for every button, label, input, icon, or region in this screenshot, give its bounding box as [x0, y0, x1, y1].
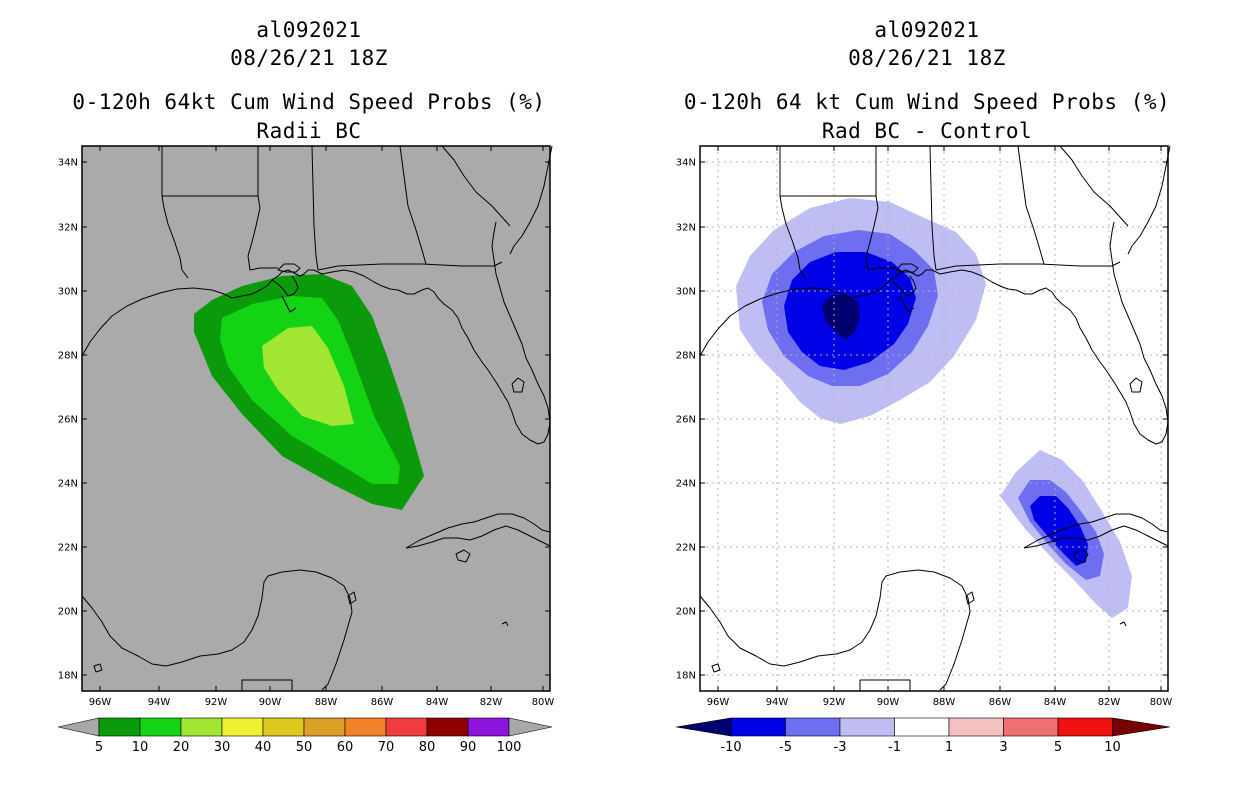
colorbar-box [221, 717, 264, 737]
colorbar-label: 5 [1054, 740, 1062, 755]
colorbar-box [262, 717, 305, 737]
colorbar-label: 1 [945, 740, 953, 755]
lon-label: 82W [480, 697, 503, 708]
lon-label: 96W [89, 697, 112, 708]
lat-label: 30N [676, 287, 696, 298]
prob-contour-20 [262, 326, 354, 426]
product-title: 0-120h 64kt Cum Wind Speed Probs (%) [72, 90, 546, 114]
lat-label: 32N [58, 223, 78, 234]
colorbar-box [344, 717, 387, 737]
right-map [699, 145, 1171, 692]
colorbar-label: 100 [497, 740, 522, 755]
lon-label: 86W [989, 697, 1012, 708]
colorbar-label: -1 [888, 740, 901, 755]
colorbar-box [1003, 717, 1059, 737]
colorbar-label: 10 [132, 740, 149, 755]
left-panel: al092021 08/26/21 18Z 0-120h 64kt Cum Wi… [57, 18, 555, 755]
colorbar-label: 40 [255, 740, 272, 755]
lon-axis: 96W 94W 92W 90W 88W 86W 84W 82W 80W [707, 146, 1173, 708]
product-title: 0-120h 64 kt Cum Wind Speed Probs (%) [683, 90, 1171, 114]
right-map-figure: 34N 32N 30N 28N 26N 24N 22N 20N 18N 96W 94W 92W 90W… [675, 145, 1173, 755]
colorbar-box [948, 717, 1004, 737]
colorbar-label: -10 [720, 740, 741, 755]
colorbar-box [1057, 717, 1113, 737]
left-colorbar: 5 10 20 30 40 50 60 70 80 90 100 [57, 717, 553, 755]
datetime-title: 08/26/21 18Z [230, 46, 388, 70]
colorbar-box [730, 717, 786, 737]
lon-label: 94W [148, 697, 171, 708]
colorbar-box [180, 717, 223, 737]
storm-id-title: al092021 [256, 18, 362, 42]
lon-label: 80W [1150, 697, 1173, 708]
colorbar-label: 10 [1104, 740, 1121, 755]
colorbar-label: -5 [779, 740, 792, 755]
right-colorbar: -10 -5 -3 -1 1 3 5 10 [675, 717, 1171, 755]
colorbar-box [785, 717, 841, 737]
lat-label: 28N [58, 351, 78, 362]
left-map-figure: 34N 32N 30N 28N 26N 24N 22N 20N 18N 96W 94W 92W 90W… [57, 145, 555, 755]
colorbar-label: 70 [378, 740, 395, 755]
lon-label: 82W [1098, 697, 1121, 708]
lon-label: 88W [315, 697, 338, 708]
lon-label: 94W [766, 697, 789, 708]
colorbar-over-arrow [1112, 717, 1171, 737]
lat-label: 34N [58, 158, 78, 169]
lat-axis: 34N 32N 30N 28N 26N 24N 22N 20N 18N [58, 158, 550, 682]
lat-label: 24N [58, 479, 78, 490]
storm-id-title: al092021 [874, 18, 980, 42]
grid-lines [700, 146, 1168, 691]
right-panel: al092021 08/26/21 18Z 0-120h 64 kt Cum W… [618, 0, 1236, 800]
colorbar-box [303, 717, 346, 737]
colorbar-label: 20 [173, 740, 190, 755]
left-map [81, 145, 553, 692]
lon-label: 92W [823, 697, 846, 708]
lat-label: 20N [676, 607, 696, 618]
lat-label: 22N [58, 543, 78, 554]
lon-label: 90W [877, 697, 900, 708]
lon-axis: 96W 94W 92W 90W 88W 86W 84W 82W 80W [89, 146, 555, 708]
colorbar-box [894, 717, 950, 737]
colorbar-box [385, 717, 428, 737]
lat-label: 26N [58, 415, 78, 426]
lon-label: 80W [532, 697, 555, 708]
diff-contour-minus10-north [822, 294, 860, 340]
colorbar-over-arrow [508, 717, 553, 737]
subtitle: Rad BC - Control [821, 119, 1033, 143]
lon-label: 90W [259, 697, 282, 708]
colorbar-box [139, 717, 182, 737]
lat-label: 34N [676, 158, 696, 169]
lon-label: 92W [205, 697, 228, 708]
lat-label: 18N [58, 671, 78, 682]
colorbar-label: 5 [95, 740, 103, 755]
colorbar-label: 3 [999, 740, 1007, 755]
lat-label: 18N [676, 671, 696, 682]
colorbar-box [467, 717, 510, 737]
colorbar-box [98, 717, 141, 737]
lat-label: 20N [58, 607, 78, 618]
colorbar-under-arrow [57, 717, 100, 737]
lon-label: 96W [707, 697, 730, 708]
colorbar-label: 50 [296, 740, 313, 755]
colorbar-label: -3 [834, 740, 847, 755]
lat-label: 32N [676, 223, 696, 234]
lat-label: 24N [676, 479, 696, 490]
lon-label: 86W [371, 697, 394, 708]
colorbar-box [839, 717, 895, 737]
lat-label: 28N [676, 351, 696, 362]
lat-label: 22N [676, 543, 696, 554]
lat-label: 30N [58, 287, 78, 298]
datetime-title: 08/26/21 18Z [848, 46, 1006, 70]
lat-axis: 34N 32N 30N 28N 26N 24N 22N 20N 18N [676, 158, 1168, 682]
lon-label: 84W [1044, 697, 1067, 708]
colorbar-label: 60 [337, 740, 354, 755]
colorbar-label: 30 [214, 740, 231, 755]
colorbar-under-arrow [675, 717, 732, 737]
lat-label: 26N [676, 415, 696, 426]
lon-label: 88W [933, 697, 956, 708]
subtitle: Radii BC [256, 119, 362, 143]
colorbar-label: 90 [460, 740, 477, 755]
colorbar-label: 80 [419, 740, 436, 755]
colorbar-box [426, 717, 469, 737]
lon-label: 84W [426, 697, 449, 708]
